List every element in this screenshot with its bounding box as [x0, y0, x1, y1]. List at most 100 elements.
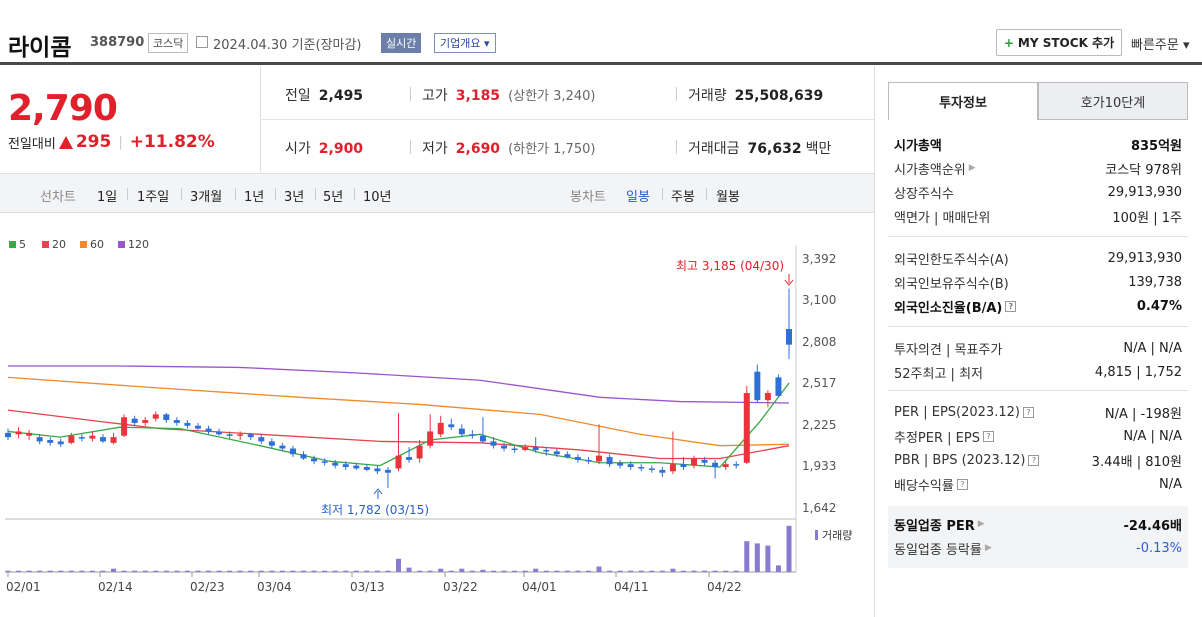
volume-bar — [427, 570, 433, 572]
candle-body — [300, 454, 307, 459]
volume-bar — [659, 570, 665, 572]
x-tick-label: 04/11 — [614, 580, 649, 594]
row-rank[interactable]: 시가총액순위 ▶ 코스닥 978위 — [894, 162, 1182, 178]
candle-body — [110, 437, 117, 443]
period-1w[interactable]: 1주일 — [137, 190, 170, 205]
volume-bar — [512, 570, 518, 572]
candle-body — [754, 371, 761, 401]
row-industry-per[interactable]: 동일업종 PER ▶ -24.46배 — [894, 518, 1182, 534]
row-est-per: 추정PER | EPS? N/A | N/A — [894, 428, 1182, 446]
candle-body — [384, 469, 391, 473]
candle-body — [712, 462, 719, 468]
candle-body — [437, 422, 444, 435]
corp-info-dropdown[interactable]: 기업개요 ▾ — [434, 33, 496, 53]
row-dividend: 배당수익률? N/A — [894, 476, 1182, 494]
candle-body — [659, 469, 666, 473]
period-3y[interactable]: 3년 — [284, 190, 305, 205]
candle-body — [743, 393, 750, 463]
row-opinion: 투자의견 | 목표주가 N/A | N/A — [894, 340, 1182, 358]
help-icon[interactable]: ? — [1022, 406, 1034, 418]
candle-body — [511, 448, 518, 451]
candle-body — [99, 437, 106, 442]
help-icon[interactable]: ? — [956, 478, 968, 490]
candle-body — [5, 432, 11, 438]
candle-body — [57, 441, 64, 445]
period-1d[interactable]: 1일 — [97, 190, 118, 205]
volume-bar — [58, 570, 64, 572]
period-3m[interactable]: 3개월 — [190, 190, 223, 205]
volume-bars — [5, 525, 792, 572]
divider: | — [118, 134, 123, 150]
mystock-add-button[interactable]: + MY STOCK 추가 — [996, 29, 1122, 56]
candle-body — [553, 451, 560, 455]
period-daily[interactable]: 일봉 — [626, 190, 650, 205]
volume-bar — [216, 570, 222, 572]
volume-bar — [786, 525, 792, 572]
volume-bar — [490, 570, 496, 572]
volume-bar — [554, 570, 560, 572]
candle-body — [606, 457, 613, 465]
legend-label: 5 — [19, 238, 26, 251]
volume-bar — [121, 570, 127, 572]
y-tick-label: 2,225 — [802, 418, 836, 432]
stock-header: 라이콤 388790 코스닥 2024.04.30 기준(장마감) 실시간 기업… — [0, 0, 1202, 62]
candle-body — [121, 417, 128, 436]
volume-bar — [279, 570, 285, 572]
legend-swatch — [42, 241, 49, 248]
volume-bar — [195, 570, 201, 572]
period-1y[interactable]: 1년 — [244, 190, 265, 205]
quote-open: 시가 2,900 — [285, 141, 364, 157]
candle-body — [701, 459, 708, 463]
volume-bar — [16, 570, 22, 572]
candle-body — [648, 468, 655, 470]
volume-bar — [269, 570, 275, 572]
candle-body — [490, 441, 497, 446]
tab-invest-info[interactable]: 투자정보 — [888, 82, 1038, 120]
quote-prev: 전일 2,495 — [285, 88, 364, 104]
period-10y[interactable]: 10년 — [363, 190, 392, 205]
volume-bar — [374, 570, 380, 572]
candle-body — [786, 329, 792, 345]
volume-bar — [691, 570, 697, 572]
y-axis-ticks: 3,392 3,100 2,808 2,517 2,225 1,933 1,642 — [802, 252, 836, 515]
volume-bar — [680, 570, 686, 572]
row-industry-rate[interactable]: 동일업종 등락률 ▶ -0.13% — [894, 540, 1182, 558]
tab-orderbook[interactable]: 호가10단계 — [1038, 82, 1188, 120]
x-tick-label: 02/23 — [190, 580, 225, 594]
quick-order-button[interactable]: 빠른주문 ▾ — [1131, 38, 1190, 53]
volume-bar — [258, 570, 264, 572]
candle-body — [479, 435, 486, 442]
candle-body — [574, 457, 581, 460]
candle-body — [722, 464, 729, 468]
y-tick-label: 3,392 — [802, 252, 836, 266]
candle-body — [564, 454, 571, 458]
candle-body — [596, 455, 603, 462]
price-chart[interactable]: 5 20 60 120 3,392 3,100 2,808 2,517 2,225 1,933 1… — [0, 225, 874, 617]
high-annotation: 최고 3,185 (04/30) — [676, 259, 784, 273]
candle-body — [15, 431, 22, 435]
volume-bar — [301, 570, 307, 572]
line-chart-label: 선차트 — [40, 190, 76, 205]
candle-body — [691, 458, 698, 466]
volume-bar — [100, 570, 106, 572]
period-weekly[interactable]: 주봉 — [671, 190, 695, 205]
volume-bar — [585, 570, 591, 572]
candles — [5, 288, 792, 489]
industry-box — [888, 506, 1188, 568]
low-annotation: 최저 1,782 (03/15) — [321, 503, 429, 517]
volume-bar — [163, 570, 169, 572]
volume-bar — [733, 570, 739, 572]
panel-divider — [874, 66, 875, 617]
help-icon[interactable]: ? — [1005, 300, 1017, 312]
volume-bar — [37, 570, 43, 572]
help-icon[interactable]: ? — [1028, 454, 1040, 466]
volume-bar — [174, 570, 180, 572]
candle-body — [247, 434, 254, 438]
period-5y[interactable]: 5년 — [323, 190, 344, 205]
stock-code: 388790 — [90, 35, 145, 50]
realtime-button[interactable]: 실시간 — [381, 33, 422, 53]
volume-bar — [322, 570, 328, 572]
candle-body — [26, 432, 33, 436]
help-icon[interactable]: ? — [982, 430, 994, 442]
period-monthly[interactable]: 월봉 — [716, 190, 740, 205]
